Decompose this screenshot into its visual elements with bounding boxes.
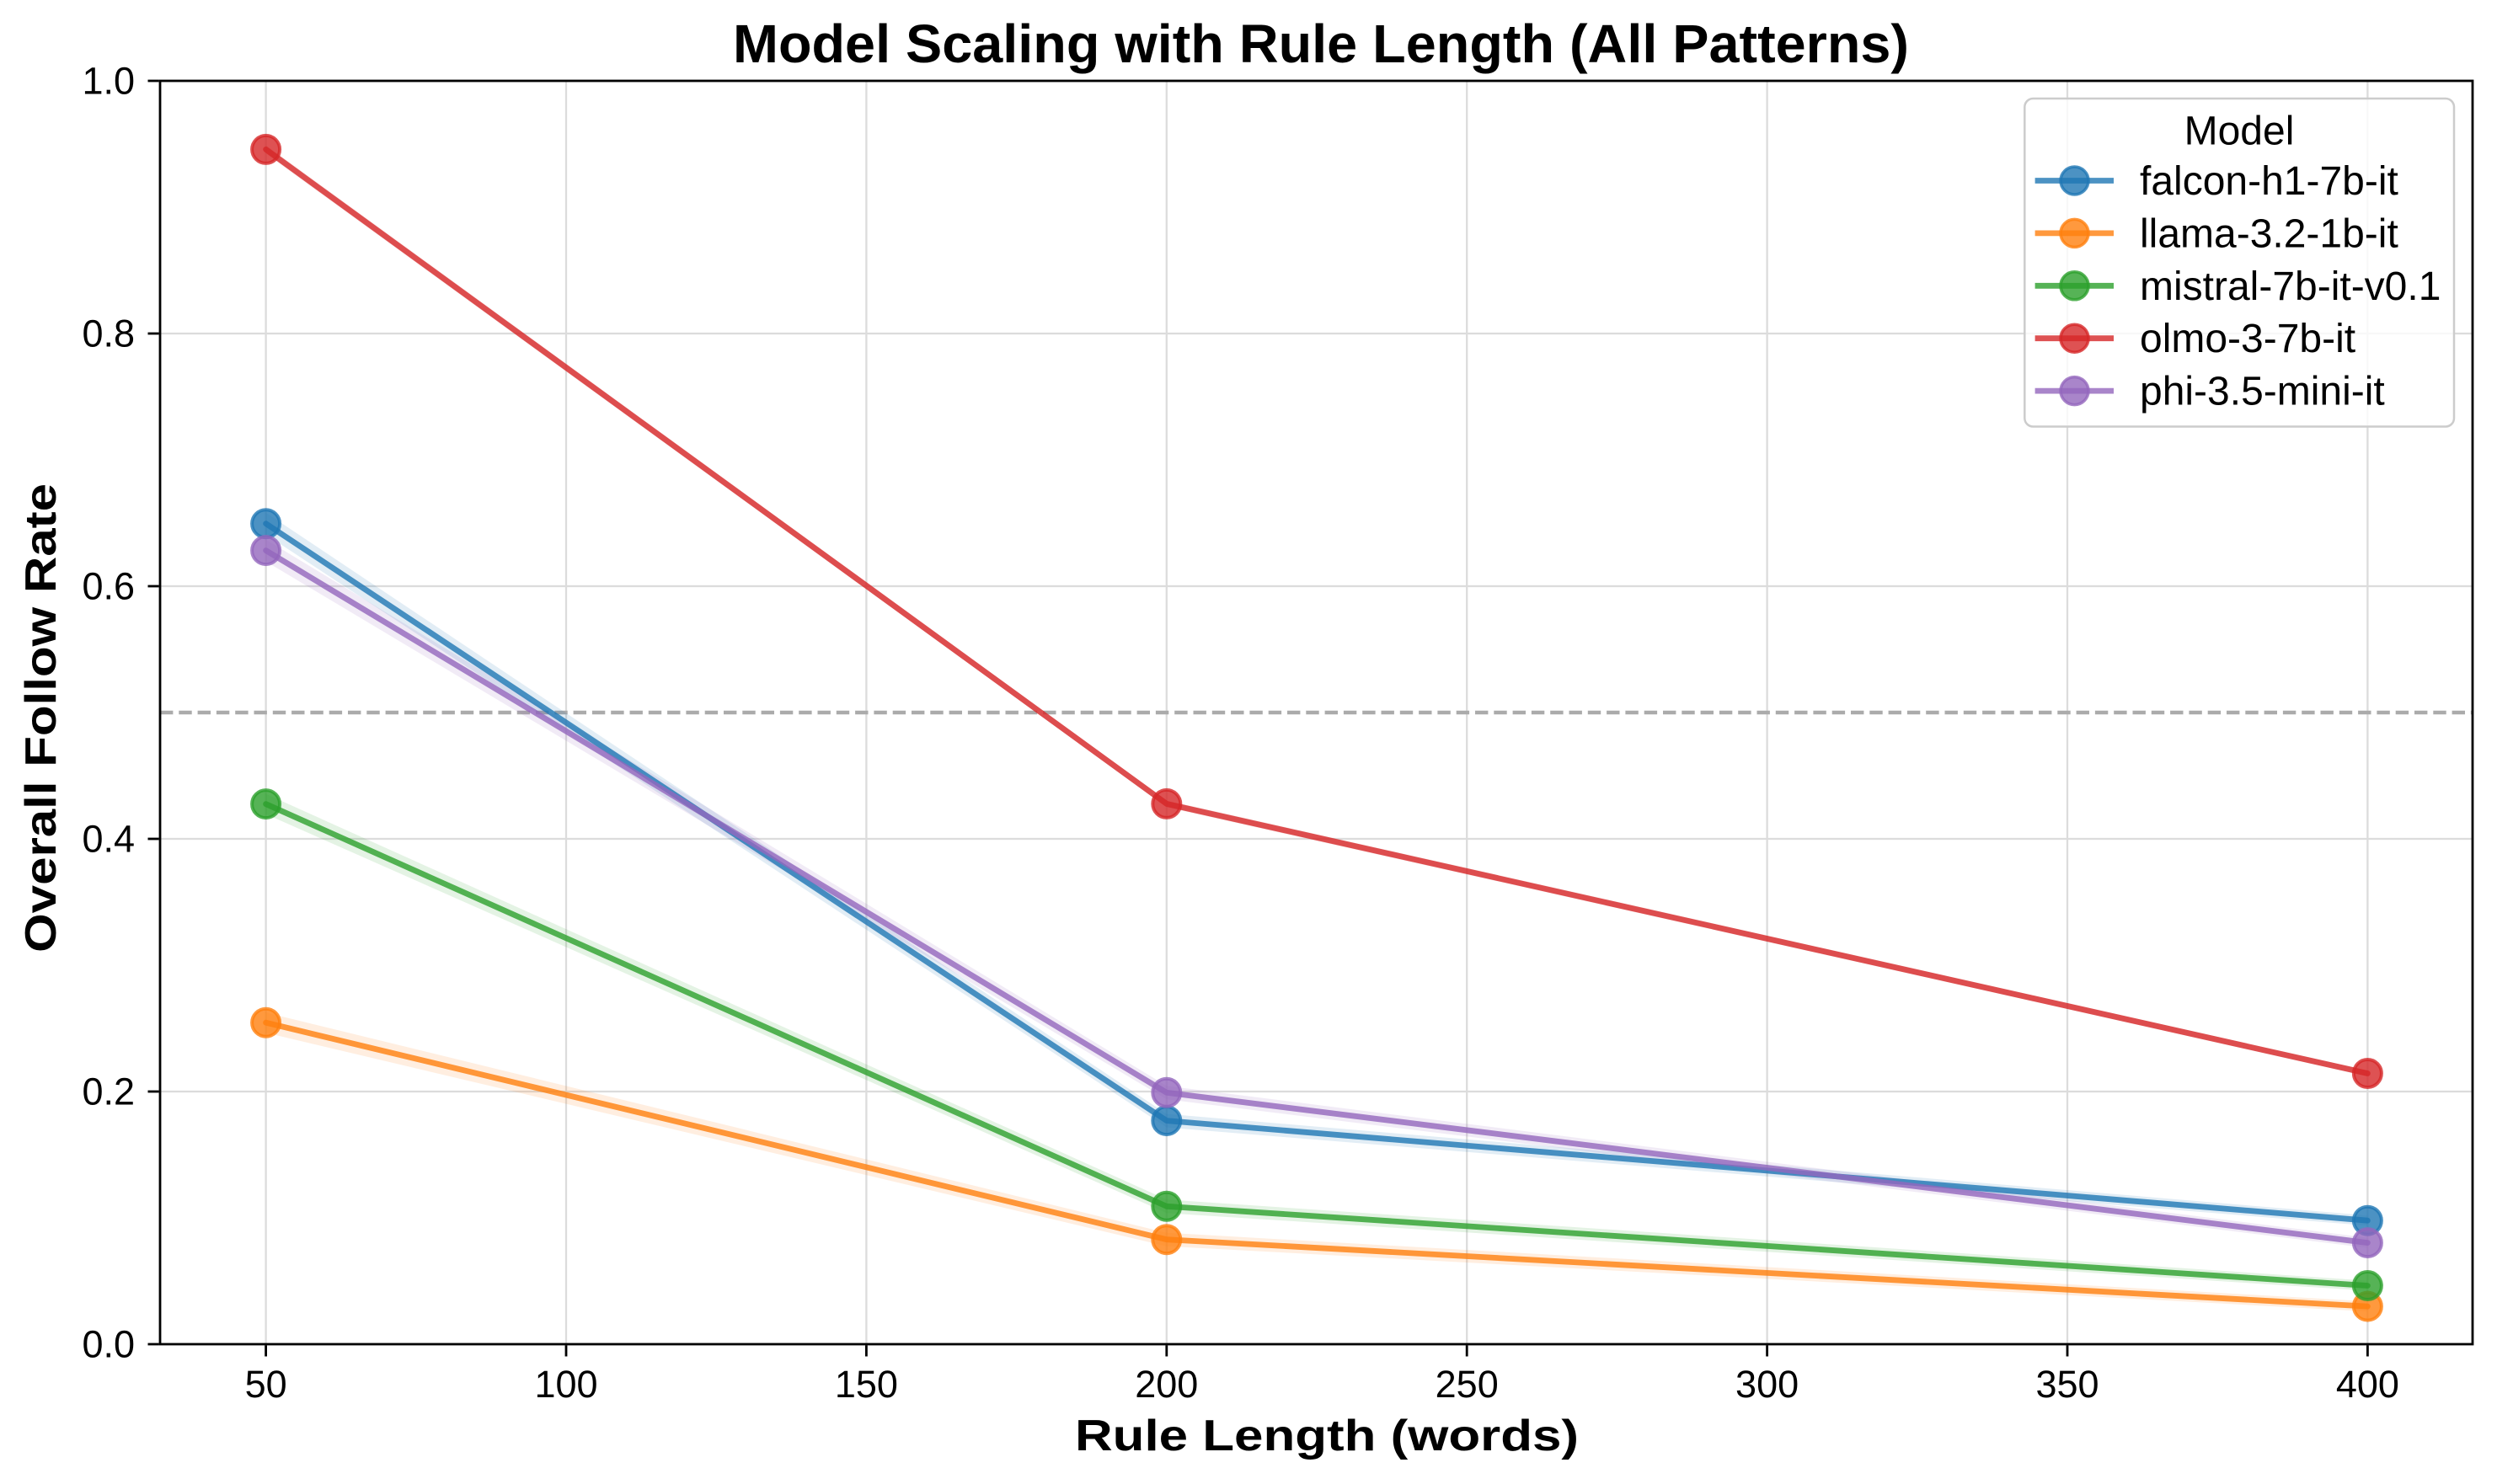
svg-text:1.0: 1.0 <box>82 60 135 103</box>
svg-text:mistral-7b-it-v0.1: mistral-7b-it-v0.1 <box>2140 264 2441 309</box>
svg-text:Model Scaling with Rule Length: Model Scaling with Rule Length (All Patt… <box>733 13 1909 74</box>
svg-text:50: 50 <box>245 1363 287 1406</box>
svg-text:llama-3.2-1b-it: llama-3.2-1b-it <box>2140 211 2398 256</box>
svg-text:phi-3.5-mini-it: phi-3.5-mini-it <box>2140 370 2385 414</box>
svg-text:falcon-h1-7b-it: falcon-h1-7b-it <box>2140 159 2398 204</box>
svg-text:0.6: 0.6 <box>82 565 135 608</box>
svg-text:100: 100 <box>534 1363 597 1406</box>
svg-text:150: 150 <box>835 1363 898 1406</box>
svg-text:0.4: 0.4 <box>82 818 135 861</box>
svg-text:0.8: 0.8 <box>82 312 135 355</box>
svg-text:0.2: 0.2 <box>82 1070 135 1113</box>
svg-text:200: 200 <box>1135 1363 1198 1406</box>
svg-text:olmo-3-7b-it: olmo-3-7b-it <box>2140 317 2355 361</box>
svg-text:Overall Follow Rate: Overall Follow Rate <box>17 483 66 953</box>
svg-text:Rule Length (words): Rule Length (words) <box>1075 1412 1579 1460</box>
svg-text:Model: Model <box>2184 109 2295 154</box>
svg-text:300: 300 <box>1735 1363 1799 1406</box>
svg-text:400: 400 <box>2336 1363 2399 1406</box>
svg-text:250: 250 <box>1436 1363 1499 1406</box>
svg-text:350: 350 <box>2035 1363 2099 1406</box>
svg-text:0.0: 0.0 <box>82 1323 135 1366</box>
